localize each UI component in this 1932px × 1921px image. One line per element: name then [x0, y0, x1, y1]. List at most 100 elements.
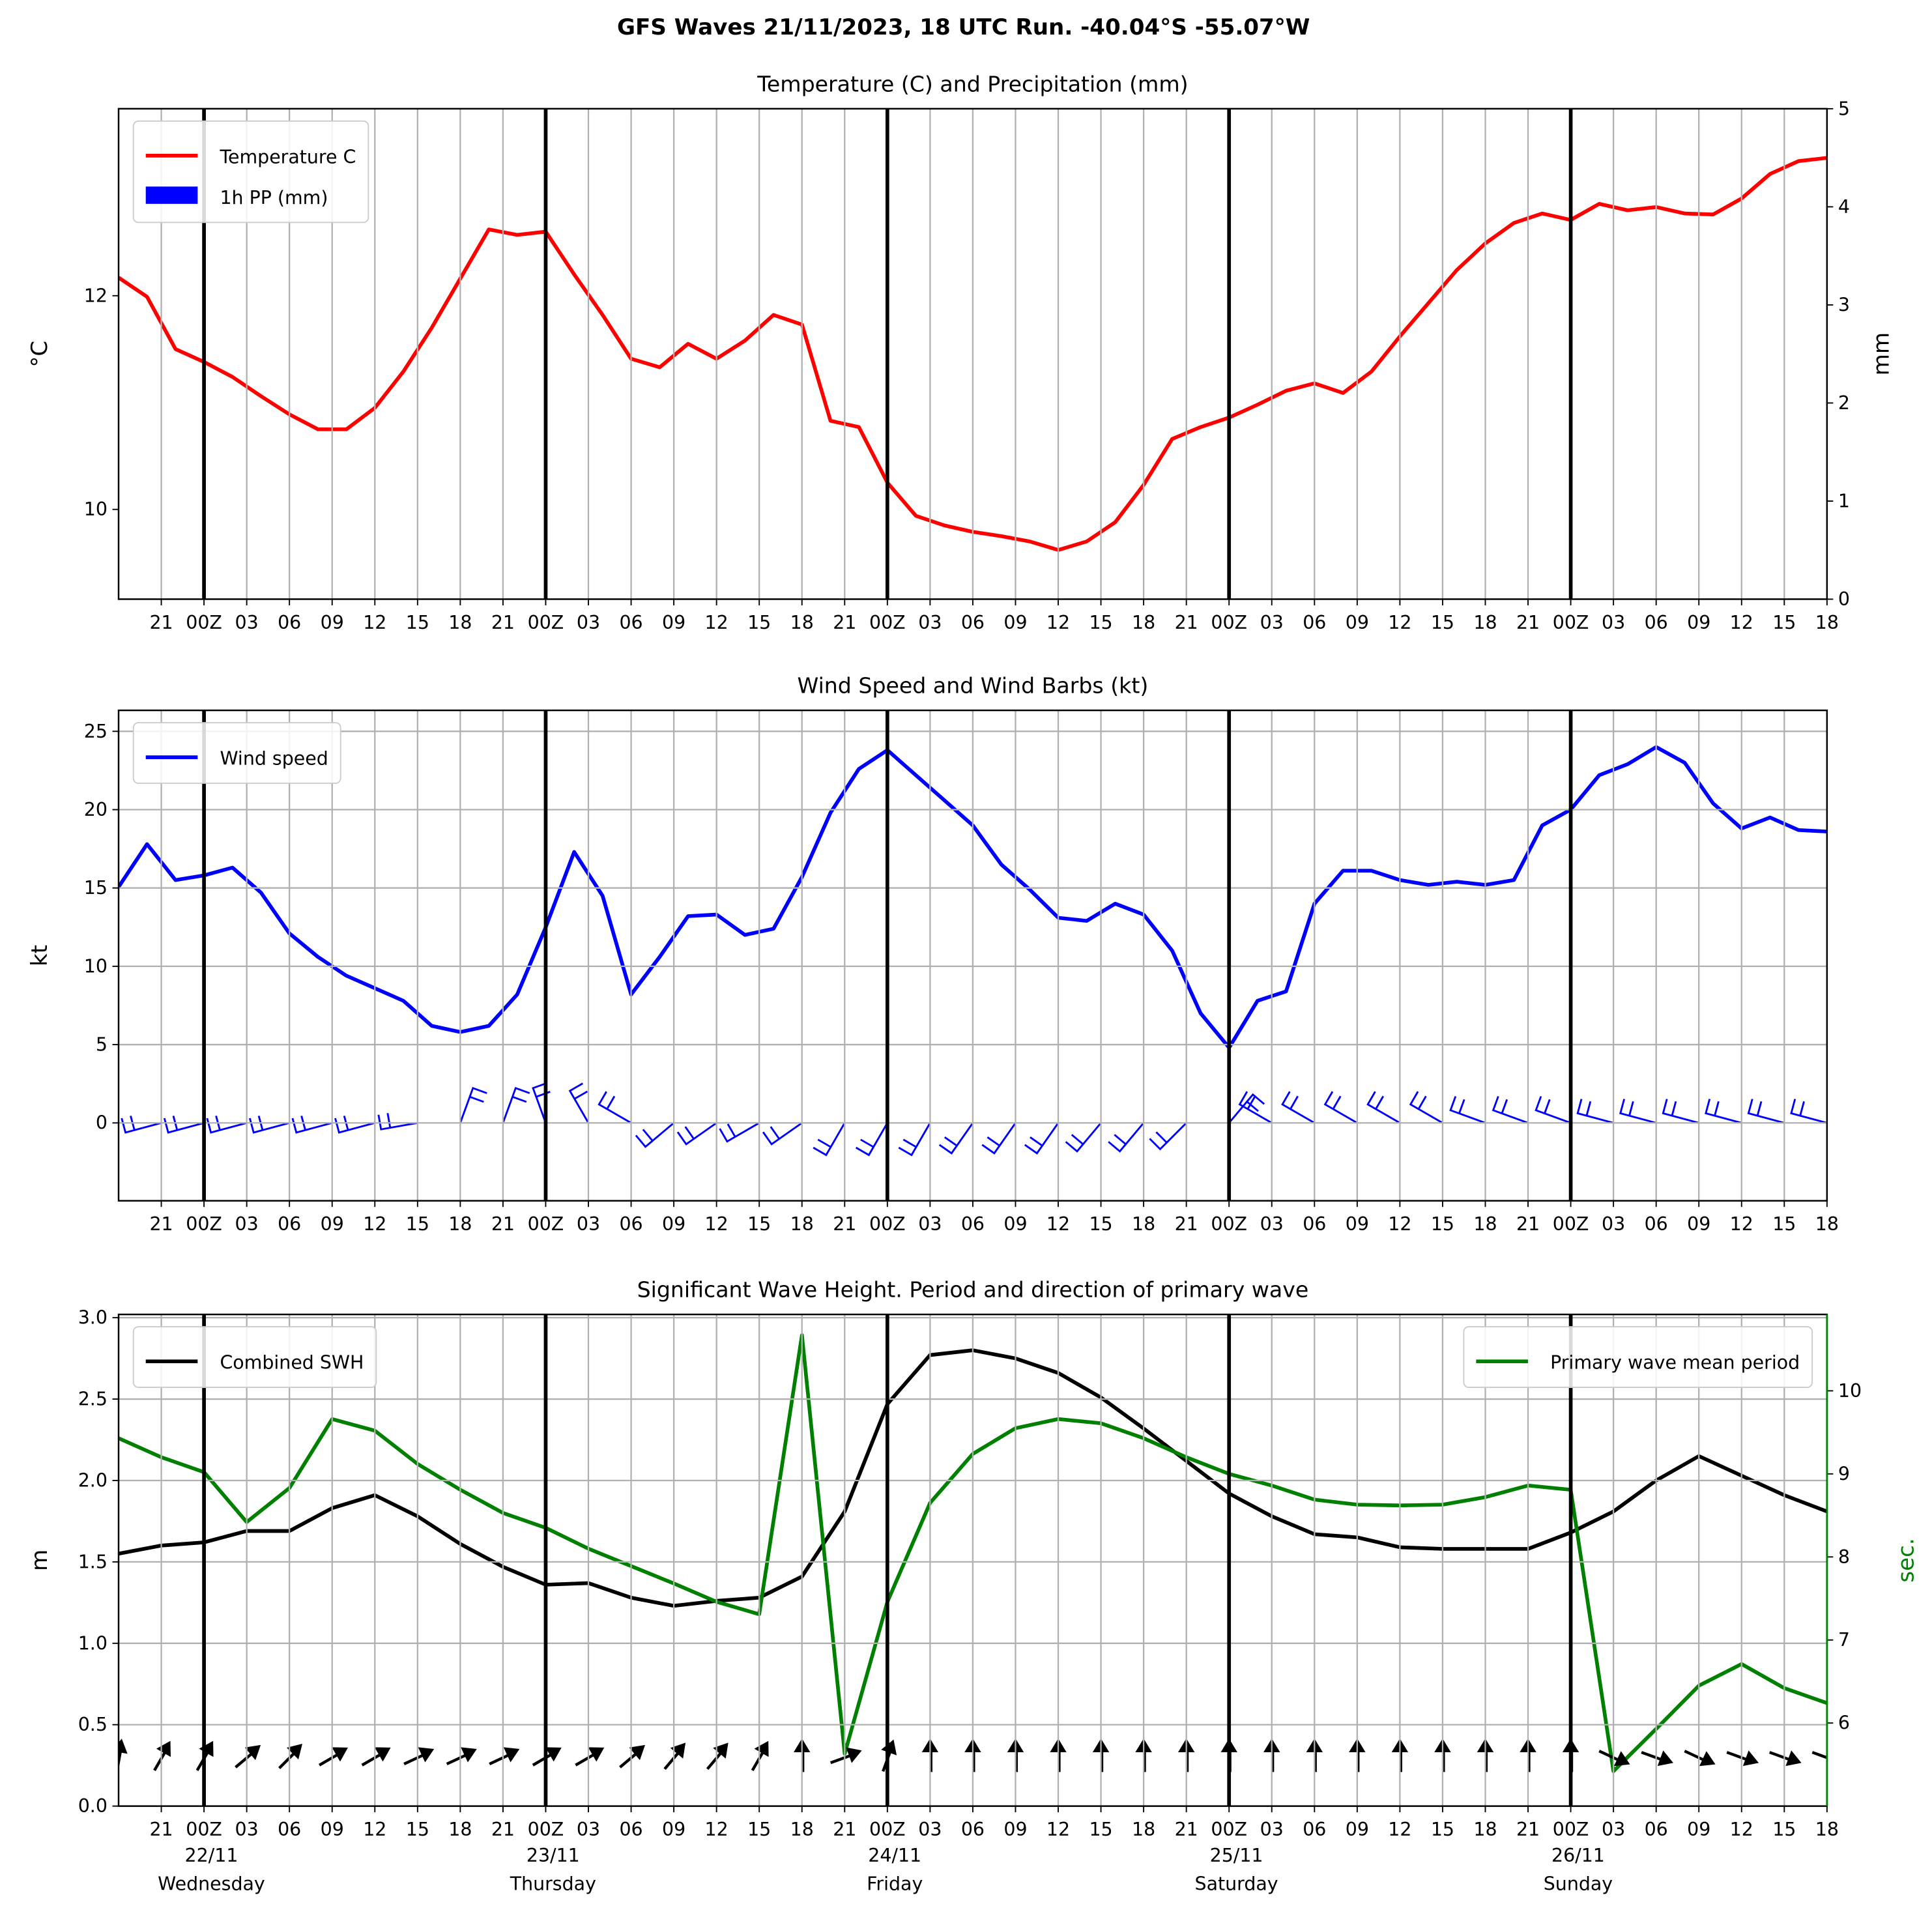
x-tick-label: 09	[1346, 1819, 1369, 1840]
x-tick-label: 06	[278, 1819, 301, 1840]
wind-barb	[813, 1122, 846, 1157]
x-tick-label: 21	[1516, 1213, 1540, 1235]
legend: Wind speed	[132, 722, 341, 784]
wind-barb	[1281, 1091, 1316, 1124]
x-tick-label: 00Z	[869, 612, 906, 633]
legend: Primary wave mean period	[1463, 1326, 1813, 1388]
x-tick-label: 00Z	[1553, 612, 1589, 633]
x-tick-label: 15	[1089, 612, 1112, 633]
wave-arrow	[663, 1742, 686, 1770]
y2-axis-label: mm	[1869, 332, 1895, 375]
x-tick-label: 18	[1473, 1819, 1497, 1840]
x-tick-label: 06	[961, 1213, 985, 1235]
y-tick-label: 1.5	[78, 1551, 108, 1572]
x-tick-label: 09	[1687, 1819, 1710, 1840]
x-tick-label: 09	[1346, 612, 1369, 633]
x-tick-label: 09	[662, 1819, 685, 1840]
x-tick-label: 00Z	[528, 1213, 564, 1235]
y2-tick-label: 9	[1838, 1463, 1850, 1484]
x-tick-label: 06	[278, 612, 301, 633]
x-tick-label: 00Z	[1211, 612, 1247, 633]
x-tick-label: 15	[747, 612, 771, 633]
y2-tick-label: 5	[1838, 98, 1850, 119]
wind-barb	[676, 1122, 717, 1146]
date-label: 24/11	[868, 1845, 921, 1866]
x-tick-label: 00Z	[186, 1213, 222, 1235]
x-tick-label: 21	[1175, 612, 1198, 633]
x-tick-label: 12	[1730, 1213, 1753, 1235]
day-label: Sunday	[1544, 1873, 1613, 1895]
x-tick-label: 03	[1260, 1213, 1284, 1235]
x-tick-label: 18	[448, 612, 472, 633]
wind-barb	[1705, 1099, 1742, 1124]
x-tick-label: 12	[705, 1819, 728, 1840]
day-label: Thursday	[510, 1873, 596, 1895]
wave-arrow	[619, 1744, 646, 1769]
x-tick-label: 00Z	[1211, 1213, 1247, 1235]
wind-barb	[598, 1091, 632, 1124]
wind-barb	[981, 1122, 1016, 1155]
x-tick-label: 00Z	[528, 1819, 564, 1840]
subplot-title: Temperature (C) and Precipitation (mm)	[757, 71, 1188, 96]
x-tick-label: 06	[1303, 1213, 1326, 1235]
x-tick-label: 06	[1645, 1213, 1668, 1235]
x-tick-label: 00Z	[186, 1819, 222, 1840]
wind-barb	[1108, 1122, 1145, 1153]
wave-arrow	[575, 1747, 605, 1767]
y-tick-label: 2.5	[78, 1389, 108, 1410]
legend-swatch	[145, 186, 198, 204]
legend-label: Wind speed	[220, 748, 328, 770]
wind-barb	[1790, 1099, 1827, 1124]
y2-tick-label: 6	[1838, 1712, 1850, 1734]
y-tick-label: 20	[84, 799, 108, 820]
x-tick-label: 09	[662, 612, 685, 633]
x-tick-label: 09	[1003, 612, 1027, 633]
wave-arrow	[361, 1747, 391, 1767]
x-tick-label: 15	[747, 1819, 771, 1840]
x-tick-label: 06	[961, 1819, 985, 1840]
x-tick-label: 03	[235, 612, 259, 633]
y-tick-label: 3.0	[78, 1307, 108, 1329]
wind-barb	[1024, 1122, 1060, 1155]
x-tick-label: 00Z	[528, 612, 564, 633]
wave-arrow	[706, 1742, 728, 1770]
x-tick-label: 00Z	[1553, 1213, 1589, 1235]
x-tick-label: 03	[577, 612, 600, 633]
x-tick-label: 03	[1602, 1819, 1625, 1840]
wind-barb	[1409, 1091, 1443, 1124]
y2-tick-label: 10	[1838, 1380, 1862, 1402]
x-tick-label: 03	[235, 1819, 259, 1840]
wave-arrow	[278, 1744, 302, 1769]
x-tick-label: 06	[278, 1213, 301, 1235]
y-tick-label: 0	[96, 1112, 108, 1134]
wind-barb	[898, 1122, 931, 1157]
x-tick-label: 12	[363, 612, 386, 633]
x-tick-label: 06	[1645, 612, 1668, 633]
y-tick-label: 25	[84, 721, 108, 742]
wave-arrow	[318, 1747, 348, 1767]
wave-arrow	[403, 1747, 435, 1766]
wave-arrow	[118, 1739, 128, 1772]
wave-arrow	[1768, 1750, 1802, 1767]
x-tick-label: 15	[1089, 1213, 1112, 1235]
wind-barb	[1535, 1095, 1572, 1124]
x-tick-label: 12	[1388, 1819, 1411, 1840]
x-tick-label: 18	[1473, 612, 1497, 633]
x-tick-label: 00Z	[186, 612, 222, 633]
x-tick-label: 21	[1175, 1819, 1198, 1840]
x-tick-label: 00Z	[869, 1819, 906, 1840]
x-tick-label: 12	[1730, 612, 1753, 633]
wind-barb	[1492, 1095, 1529, 1124]
wind-barb	[1576, 1099, 1614, 1124]
x-tick-label: 12	[705, 1213, 728, 1235]
x-tick-label: 03	[1602, 612, 1625, 633]
x-tick-label: 18	[1132, 612, 1155, 633]
y-tick-label: 15	[84, 877, 108, 899]
x-tick-label: 12	[363, 1213, 386, 1235]
y-tick-label: 2.0	[78, 1469, 108, 1491]
x-tick-label: 15	[1089, 1819, 1112, 1840]
x-tick-label: 18	[1132, 1213, 1155, 1235]
x-tick-label: 18	[1815, 1213, 1839, 1235]
wave-arrow	[446, 1747, 477, 1766]
y2-tick-label: 1	[1838, 490, 1850, 512]
